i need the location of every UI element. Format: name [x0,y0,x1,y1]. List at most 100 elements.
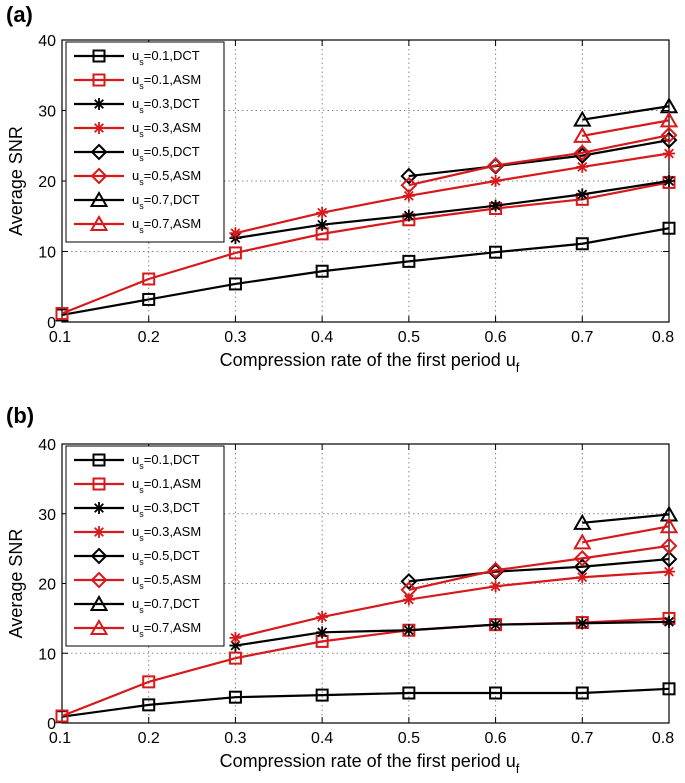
series-line [235,620,670,647]
legend-label: us=0.3,ASM [132,120,201,139]
legend-label-rest: =0.5,ASM [144,168,201,183]
data-point [575,686,589,700]
data-point [573,144,591,162]
y-tick-label: 10 [38,245,56,262]
legend-entry: us=0.3,ASM [74,524,201,543]
x-tick-label: 0.4 [311,730,333,747]
legend-label: us=0.5,DCT [132,548,200,567]
data-point [316,206,329,219]
x-tick-label: 0.7 [571,329,593,346]
data-point [229,631,242,644]
legend-label: us=0.1,ASM [132,72,201,91]
data-point [315,688,329,702]
legend-label-rest: =0.1,ASM [144,476,201,491]
series-4 [229,147,675,240]
series-line [61,227,670,317]
legend-label-rest: =0.7,DCT [144,596,200,611]
legend-marker [90,571,108,589]
legend-marker [93,122,105,134]
legend-entry: us=0.3,DCT [74,96,200,115]
legend-label-rest: =0.5,ASM [144,572,201,587]
legend-label-sub: s [139,153,144,163]
legend-entry: us=0.3,ASM [74,120,201,139]
series-4 [229,565,675,644]
series-3 [229,615,675,652]
legend-marker [93,526,105,538]
series-line [408,557,670,583]
legend-entry: us=0.1,ASM [74,476,201,495]
legend-label: us=0.5,DCT [132,144,200,163]
data-point [662,682,676,696]
y-tick-label: 40 [38,33,56,50]
data-point [402,254,416,268]
x-axis-label: Compression rate of the first period uf [220,751,520,776]
legend-box [65,41,225,243]
legend-label-sub: s [139,177,144,187]
legend-entry: us=0.3,DCT [74,500,200,519]
legend-label-sub: s [139,581,144,591]
series-line [408,544,670,591]
x-axis-label: Compression rate of the first period uf [220,350,520,375]
data-point [316,610,329,623]
data-point [228,651,242,665]
data-point [663,147,675,160]
legend-entry: us=0.7,DCT [74,190,200,211]
legend-label-sub: s [139,605,144,615]
series-line [582,119,670,137]
data-point [228,277,242,291]
data-point [142,292,156,306]
legend-label: us=0.1,DCT [132,48,200,67]
data-point [142,272,156,286]
x-tick-label: 0.2 [138,730,160,747]
data-point [660,126,678,144]
legend-label-rest: =0.1,ASM [144,72,201,87]
data-point [663,615,675,628]
legend-label-rest: =0.3,ASM [144,524,201,539]
legend-label-sub: s [139,225,144,235]
series-line [582,525,670,544]
series-line [582,105,670,121]
series-3 [229,175,675,245]
legend-label-sub: s [139,461,144,471]
data-point [400,581,418,599]
y-tick-label: 10 [38,646,56,663]
legend-marker [92,73,106,87]
data-point [576,188,589,201]
data-point [660,550,678,568]
y-tick-label: 30 [38,507,56,524]
x-tick-label: 0.8 [652,730,674,747]
data-point [573,549,591,567]
legend-marker [90,143,108,161]
legend-marker [92,477,106,491]
series-line [235,152,670,235]
series-1 [55,682,676,724]
legend-label: us=0.1,DCT [132,452,200,471]
data-point [489,618,502,631]
legend-marker [90,167,108,185]
legend-label: us=0.3,DCT [132,500,200,519]
data-point [228,690,242,704]
x-tick-label: 0.8 [652,329,674,346]
legend-label: us=0.5,ASM [132,168,201,187]
legend-label-sub: s [139,557,144,567]
data-point [573,110,592,127]
data-point [663,565,675,578]
data-point [315,264,329,278]
x-tick-label: 0.3 [224,329,246,346]
legend-entry: us=0.1,DCT [74,452,200,471]
data-point [55,307,69,321]
series-6 [400,126,678,194]
y-axis-label: Average SNR [6,529,26,639]
x-tick-label: 0.1 [49,329,71,346]
legend-marker [89,594,109,611]
x-tick-label: 0.5 [398,730,420,747]
legend-label-rest: =0.5,DCT [144,144,200,159]
x-tick-label: 0.3 [224,730,246,747]
legend-label-rest: =0.3,DCT [144,96,200,111]
legend-label-rest: =0.7,ASM [144,620,201,635]
x-tick-label: 0.5 [398,329,420,346]
data-point [576,571,589,584]
legend-label: us=0.5,ASM [132,572,201,591]
data-point [489,686,503,700]
data-point [659,517,679,534]
